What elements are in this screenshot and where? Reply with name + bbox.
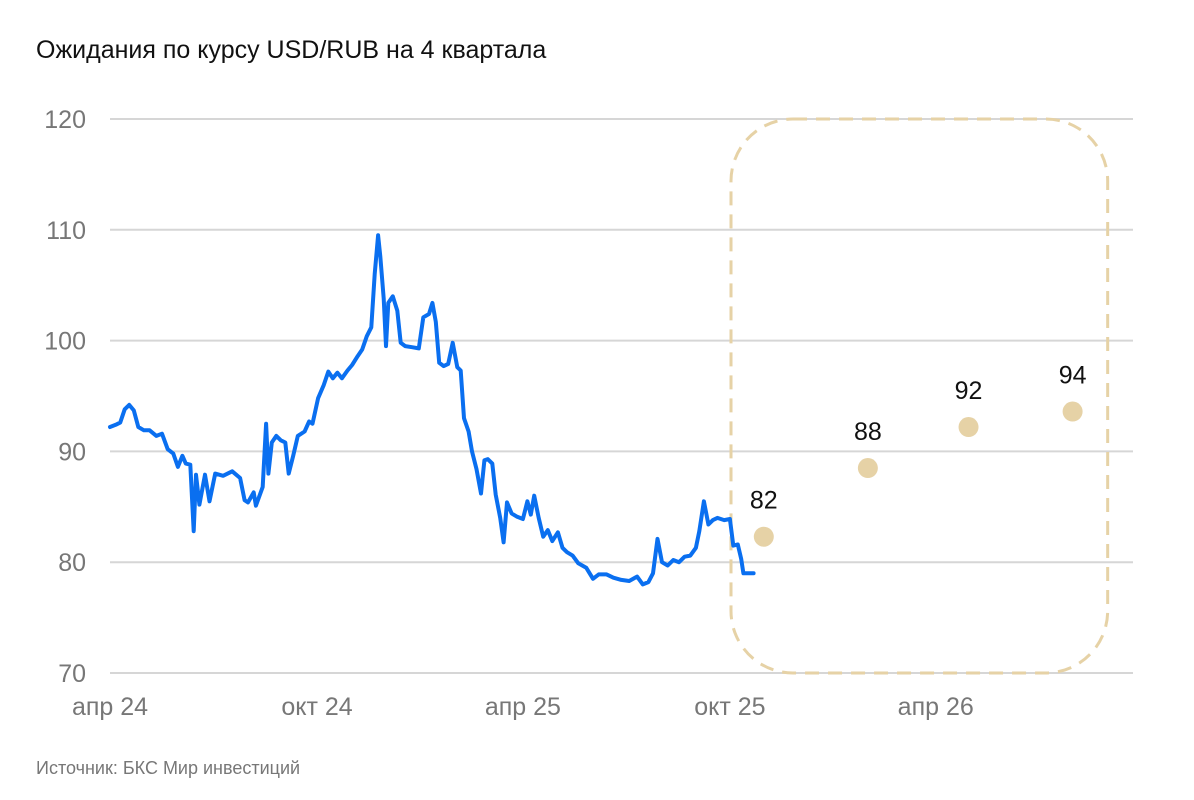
forecast-points-layer: 82 88 92 94	[750, 362, 1087, 547]
forecast-box-layer	[729, 117, 1110, 675]
y-tick-label: 80	[58, 549, 86, 577]
y-tick-label: 100	[44, 328, 86, 356]
history-line	[108, 233, 756, 587]
y-axis-ticks: 70 80 90 100 110 120	[44, 106, 86, 688]
y-tick-label: 110	[46, 217, 86, 245]
x-tick-label: апр 26	[898, 693, 974, 721]
forecast-point-label: 94	[1059, 362, 1087, 390]
forecast-box	[729, 117, 1110, 675]
x-tick-label: окт 25	[694, 693, 765, 721]
y-tick-label: 90	[58, 438, 86, 466]
forecast-point	[1062, 401, 1083, 422]
x-axis-ticks: апр 24 окт 24 апр 25 окт 25 апр 26	[72, 693, 974, 721]
x-tick-label: апр 24	[72, 693, 148, 721]
forecast-point-label: 88	[854, 418, 882, 446]
source-note: Источник: БКС Мир инвестиций	[36, 758, 301, 778]
forecast-point	[753, 526, 774, 547]
y-tick-label: 70	[58, 660, 86, 688]
y-tick-label: 120	[44, 106, 86, 134]
x-tick-label: окт 24	[281, 693, 352, 721]
x-tick-label: апр 25	[485, 693, 561, 721]
chart-title: Ожидания по курсу USD/RUB на 4 квартала	[36, 36, 547, 64]
forecast-point	[857, 458, 878, 479]
forecast-point-label: 92	[955, 377, 983, 405]
history-line-layer	[108, 233, 756, 587]
forecast-point-label: 82	[750, 487, 778, 515]
forecast-point	[958, 417, 979, 438]
